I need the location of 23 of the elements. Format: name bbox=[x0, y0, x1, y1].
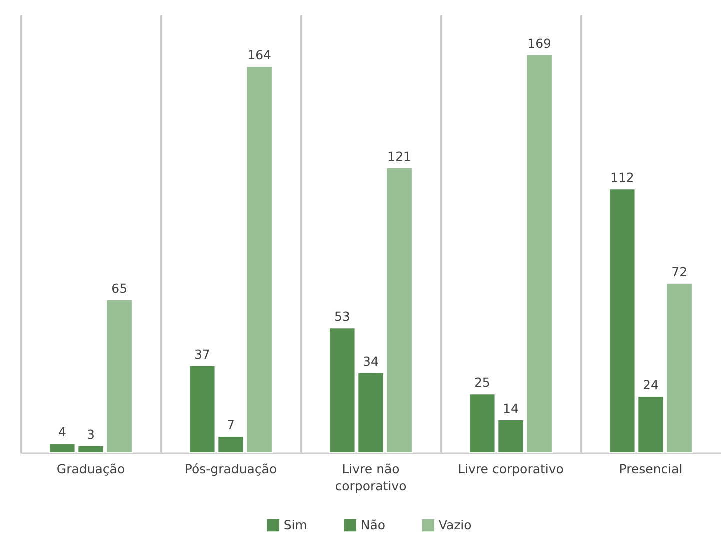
x-tick-label: Livre corporativo bbox=[458, 462, 564, 476]
data-label: 37 bbox=[194, 346, 210, 362]
data-label: 24 bbox=[643, 377, 659, 392]
legend-label: Não bbox=[360, 518, 386, 532]
x-tick-label: Graduação bbox=[56, 462, 126, 476]
data-label: 7 bbox=[227, 418, 235, 433]
data-label: 112 bbox=[610, 170, 634, 186]
data-label: 121 bbox=[388, 148, 412, 164]
data-label: 164 bbox=[248, 48, 272, 63]
x-tick-label: Presencial bbox=[619, 462, 683, 476]
data-label: 25 bbox=[474, 375, 490, 390]
data-label: 169 bbox=[528, 36, 552, 51]
legend-label: Vazio bbox=[438, 518, 472, 532]
data-label: 72 bbox=[672, 264, 688, 280]
x-tick-label: Pós-graduação bbox=[184, 462, 278, 476]
data-label: 34 bbox=[363, 354, 379, 369]
data-label: 65 bbox=[112, 280, 128, 296]
legend-label: Sim bbox=[284, 518, 308, 532]
data-label: 53 bbox=[334, 309, 350, 324]
data-label: 14 bbox=[503, 401, 519, 416]
data-label: 4 bbox=[58, 424, 66, 440]
x-tick-label: Livre não corporativo bbox=[335, 462, 407, 494]
data-label: 3 bbox=[87, 426, 95, 442]
